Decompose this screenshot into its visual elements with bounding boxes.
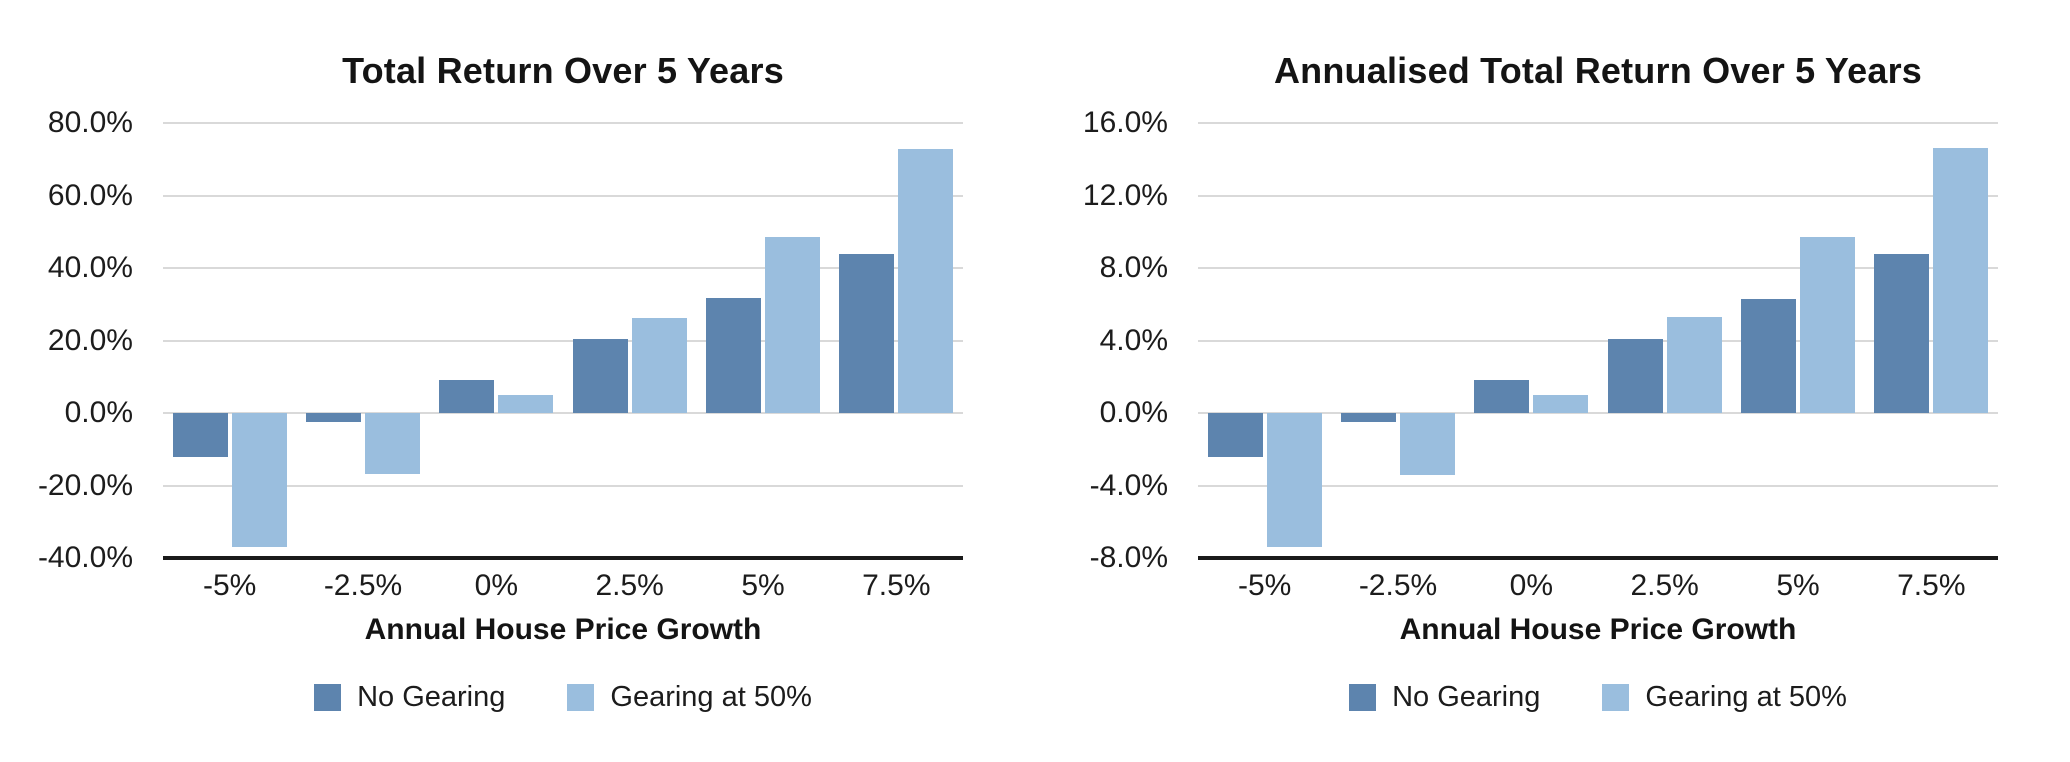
gridline: [163, 484, 963, 487]
y-tick-label: 16.0%: [1082, 106, 1168, 139]
legend-label-no-gearing: No Gearing: [1392, 681, 1541, 713]
bar-no-gearing-2.5%: [572, 339, 628, 413]
y-tick-label: 60.0%: [47, 178, 133, 212]
x-axis-line: [163, 556, 963, 560]
bar-gearing-at-50--0%: [1533, 394, 1589, 413]
bar-gearing-at-50---2.5%: [1400, 413, 1455, 475]
plot-area: [1198, 122, 1998, 560]
chart-title: Total Return Over 5 Years: [342, 50, 784, 91]
gridline: [163, 412, 963, 414]
bar-no-gearing--2.5%: [1341, 413, 1396, 423]
y-tick-label: -8.0%: [1089, 541, 1168, 574]
gridline: [1198, 412, 1998, 414]
y-tick-label: 4.0%: [1099, 323, 1168, 357]
y-tick-label: 0.0%: [1099, 396, 1168, 429]
bar-no-gearing-2.5%: [1607, 338, 1663, 413]
chart-annualised-return-panel: Annualised Total Return Over 5 Years Ann…: [1035, 0, 2070, 762]
bar-gearing-at-50--0%: [498, 394, 554, 413]
x-tick-label: 2.5%: [595, 569, 664, 602]
legend-label-no-gearing: No Gearing: [357, 681, 506, 713]
bar-gearing-at-50---5%: [1266, 413, 1322, 548]
y-tick-label: 12.0%: [1082, 178, 1168, 212]
x-axis-title: Annual House Price Growth: [364, 613, 762, 646]
x-tick-label: 5%: [741, 569, 785, 602]
gridline: [1198, 194, 1998, 197]
y-tick-label: -20.0%: [37, 468, 133, 502]
bar-gearing-at-50--7.5%: [898, 148, 954, 413]
legend: No Gearing Gearing at 50%: [1198, 683, 1998, 712]
bar-no-gearing--5%: [172, 413, 228, 457]
gridline: [163, 122, 963, 124]
legend-swatch-no-gearing: [1349, 684, 1377, 711]
legend-label-gearing-50: Gearing at 50%: [1645, 681, 1847, 713]
bar-gearing-at-50---5%: [231, 413, 287, 548]
chart-total-return-panel: Total Return Over 5 Years Annual House P…: [37, 50, 963, 712]
bar-no-gearing-5%: [1741, 298, 1796, 413]
y-tick-label: 40.0%: [47, 251, 133, 284]
bar-no-gearing--5%: [1207, 413, 1263, 457]
y-tick-label: 80.0%: [47, 106, 133, 139]
bar-no-gearing-7.5%: [839, 253, 895, 413]
x-tick-label: 5%: [1776, 569, 1820, 602]
x-tick-label: 7.5%: [862, 569, 931, 602]
bar-gearing-at-50--5%: [1800, 237, 1855, 413]
bar-gearing-at-50--2.5%: [1666, 316, 1722, 413]
y-tick-label: 0.0%: [64, 396, 133, 429]
y-tick-label: 20.0%: [47, 323, 133, 357]
x-axis-line: [1198, 556, 1998, 560]
bar-gearing-at-50--2.5%: [631, 317, 687, 413]
x-tick-label: -5%: [202, 569, 257, 602]
legend-swatch-no-gearing: [314, 684, 342, 711]
x-tick-label: 0%: [474, 569, 518, 602]
gridline: [1198, 484, 1998, 487]
legend-swatch-gearing-50: [1602, 684, 1630, 711]
x-tick-label: -2.5%: [1358, 569, 1438, 602]
x-tick-label: -2.5%: [323, 569, 403, 602]
legend-label-gearing-50: Gearing at 50%: [610, 681, 812, 713]
x-tick-label: 2.5%: [1630, 569, 1699, 602]
y-tick-label: -40.0%: [37, 541, 133, 574]
x-tick-label: 7.5%: [1897, 569, 1966, 602]
plot-area: [163, 122, 963, 560]
gridline: [1198, 267, 1998, 269]
bar-no-gearing--2.5%: [306, 413, 361, 422]
chart-title: Annualised Total Return Over 5 Years: [1273, 50, 1923, 91]
bar-gearing-at-50---2.5%: [365, 413, 420, 474]
bar-no-gearing-0%: [439, 379, 495, 413]
legend-swatch-gearing-50: [567, 684, 595, 711]
gridline: [1198, 339, 1998, 342]
y-tick-label: -4.0%: [1089, 468, 1168, 502]
x-axis-title: Annual House Price Growth: [1399, 613, 1797, 646]
gridline: [1198, 122, 1998, 124]
bar-gearing-at-50--5%: [765, 236, 820, 413]
gridline: [163, 267, 963, 269]
bar-no-gearing-0%: [1474, 380, 1530, 413]
gridline: [163, 339, 963, 342]
bar-gearing-at-50--7.5%: [1933, 148, 1989, 413]
bar-no-gearing-5%: [706, 298, 761, 413]
bar-no-gearing-7.5%: [1874, 253, 1930, 413]
gridline: [163, 194, 963, 197]
x-tick-label: 0%: [1509, 569, 1553, 602]
y-tick-label: 8.0%: [1099, 251, 1168, 284]
x-tick-label: -5%: [1237, 569, 1292, 602]
legend: No Gearing Gearing at 50%: [163, 683, 963, 712]
